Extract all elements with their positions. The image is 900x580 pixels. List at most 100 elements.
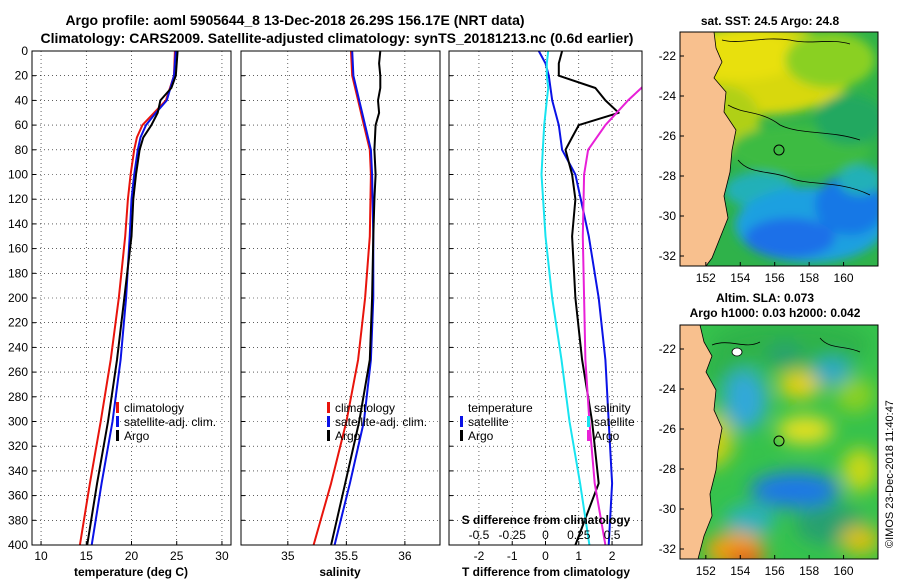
depth-tick-label: 320 (8, 439, 28, 453)
series-line-temperature-satellite (537, 51, 614, 545)
x-tick-label: 36 (398, 549, 412, 563)
sla-map-y-ticks: -22 -24 -26 -28 -30 -32 (659, 342, 684, 556)
salinity-panel: 35 35.5 36 salinity climatology satellite-… (240, 50, 441, 579)
s-tick-label: 0.5 (604, 528, 621, 542)
depth-tick-label: 100 (8, 168, 28, 182)
sla-map-title-line2: Argo h1000: 0.03 h2000: 0.042 (690, 306, 861, 320)
s-tick-label: 0 (542, 528, 549, 542)
difference-axes-frame (448, 50, 643, 546)
t-difference-xlabel: T difference from climatology (462, 565, 630, 579)
legend-swatch-argo (327, 430, 330, 441)
legend-swatch-satellite-adj (327, 416, 330, 427)
map-y-tick-label: -26 (659, 422, 677, 436)
sst-map-x-ticks: 152 154 156 158 160 (696, 262, 854, 285)
depth-tick-label: 20 (15, 69, 29, 83)
x-tick-label: 35.5 (335, 549, 359, 563)
legend-swatch-s-satellite (587, 416, 590, 427)
x-tick-label: 10 (34, 549, 48, 563)
sst-map-frame (679, 31, 879, 267)
depth-axis: 0 20 40 60 80 100 120 140 160 180 200 220 240 260 280 3… (8, 44, 28, 552)
argo-location-marker (773, 144, 785, 156)
depth-tick-label: 40 (15, 93, 29, 107)
figure-title-line2: Climatology: CARS2009. Satellite-adjuste… (41, 30, 634, 46)
series-line-satellite-adj-clim- (333, 51, 375, 545)
temperature-panel: 10 15 20 25 30 temperature (deg C) climatolo… (31, 50, 232, 579)
temperature-legend: climatology satellite-adj. clim. Argo (116, 401, 216, 443)
legend-label-satellite-adj: satellite-adj. clim. (335, 415, 427, 429)
sla-heatmap (680, 325, 878, 559)
s-difference-xlabel: S difference from climatology (462, 513, 631, 527)
legend-label-s-satellite: satellite (594, 415, 635, 429)
legend-swatch-t-satellite (460, 416, 463, 427)
map-y-tick-label: -28 (659, 462, 677, 476)
s-tick-label: -0.5 (469, 528, 490, 542)
legend-title-temperature: temperature (468, 401, 533, 415)
depth-tick-label: 80 (15, 143, 29, 157)
legend-label-argo: Argo (335, 429, 361, 443)
depth-tick-label: 180 (8, 266, 28, 280)
map-x-tick-label: 154 (730, 564, 750, 578)
australia-coast-land (680, 32, 736, 266)
map-x-tick-label: 156 (765, 271, 785, 285)
difference-panel: -2 -1 0 1 2 -0.5 -0.25 0 0.25 0.5 S difference f… (448, 50, 643, 579)
depth-tick-label: 60 (15, 118, 29, 132)
x-tick-label: 30 (215, 549, 229, 563)
depth-tick-label: 240 (8, 340, 28, 354)
map-y-tick-label: -32 (659, 249, 677, 263)
sst-heatmap (680, 32, 878, 266)
sla-map-frame (679, 324, 879, 560)
map-y-tick-label: -32 (659, 542, 677, 556)
depth-tick-label: 400 (8, 538, 28, 552)
s-difference-x-ticks: -0.5 -0.25 0 0.25 0.5 (469, 528, 621, 542)
x-tick-label: 15 (80, 549, 94, 563)
legend-label-satellite-adj: satellite-adj. clim. (124, 415, 216, 429)
imos-timestamp: ©IMOS 23-Dec-2018 11:40:47 (884, 400, 896, 548)
x-tick-label: -1 (507, 549, 518, 563)
series-line-salinity-argo (581, 86, 642, 545)
map-x-tick-label: 154 (730, 271, 750, 285)
series-line-argo (330, 51, 382, 545)
depth-tick-label: 340 (8, 464, 28, 478)
depth-tick-label: 160 (8, 242, 28, 256)
temperature-x-ticks: 10 15 20 25 30 (34, 549, 229, 563)
series-line-temperature-argo (557, 51, 620, 545)
depth-tick-label: 0 (21, 44, 28, 58)
salinity-x-ticks: 35 35.5 36 (281, 549, 412, 563)
legend-label-climatology: climatology (335, 401, 395, 415)
legend-swatch-climatology (327, 402, 330, 413)
x-tick-label: -2 (474, 549, 485, 563)
legend-label-t-argo: Argo (468, 429, 494, 443)
x-tick-label: 0 (542, 549, 549, 563)
t-difference-x-ticks: -2 -1 0 1 2 (474, 549, 616, 563)
depth-tick-label: 200 (8, 291, 28, 305)
map-x-tick-label: 160 (834, 271, 854, 285)
salinity-legend: climatology satellite-adj. clim. Argo (327, 401, 427, 443)
s-tick-label: -0.25 (499, 528, 527, 542)
x-tick-label: 2 (609, 549, 616, 563)
legend-swatch-argo (116, 430, 119, 441)
depth-tick-label: 360 (8, 489, 28, 503)
legend-swatch-satellite-adj (116, 416, 119, 427)
map-y-tick-label: -30 (659, 502, 677, 516)
sla-map-x-ticks: 152 154 156 158 160 (696, 555, 854, 578)
depth-tick-label: 260 (8, 365, 28, 379)
depth-tick-label: 380 (8, 513, 28, 527)
figure-title-line1: Argo profile: aoml 5905644_8 13-Dec-2018… (65, 12, 524, 28)
legend-title-salinity: salinity (594, 401, 631, 415)
map-y-tick-label: -22 (659, 342, 677, 356)
map-x-tick-label: 160 (834, 564, 854, 578)
temperature-axes-frame (31, 50, 232, 546)
map-y-tick-label: -22 (659, 49, 677, 63)
difference-legend: temperature satellite Argo salinity sate… (460, 401, 635, 443)
x-tick-label: 35 (281, 549, 295, 563)
series-line-satellite-adj-clim- (90, 51, 177, 545)
map-x-tick-label: 152 (696, 271, 716, 285)
legend-label-argo: Argo (124, 429, 150, 443)
temperature-xlabel: temperature (deg C) (74, 565, 188, 579)
depth-tick-label: 120 (8, 192, 28, 206)
legend-swatch-climatology (116, 402, 119, 413)
map-y-tick-label: -26 (659, 129, 677, 143)
sst-map-panel: sat. SST: 24.5 Argo: 24.8 (659, 14, 879, 285)
series-line-salinity-satellite (540, 51, 591, 545)
